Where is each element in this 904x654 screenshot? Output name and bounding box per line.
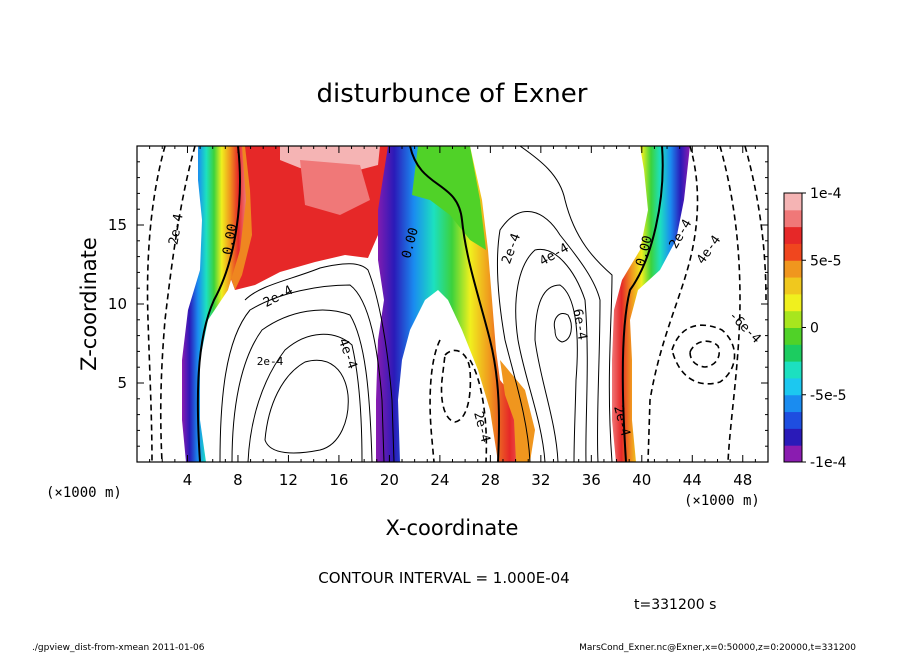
contour-pos-f (519, 146, 613, 462)
contour-neg-left-2 (146, 146, 166, 462)
contour-neg-right-5 (689, 340, 721, 368)
contour-interval-text: CONTOUR INTERVAL = 1.000E-04 (318, 569, 569, 587)
x-tick-label-5: 24 (430, 471, 449, 489)
chart-title: disturbunce of Exner (317, 79, 588, 109)
contour-pos-h (515, 248, 588, 462)
colorbar-segment-2 (784, 411, 802, 429)
contour-neg-right-4 (671, 324, 736, 385)
colorbar-segment-7 (784, 327, 802, 345)
colorbar-segment-4 (784, 377, 802, 396)
colorbar-tick-label-0: 1e-4 (810, 186, 842, 202)
x-axis: 4 8 12 16 20 24 28 32 36 40 44 48 (149, 146, 756, 489)
contour-pos-i (534, 284, 578, 462)
contour-pos-c (231, 309, 373, 462)
shade-band-2-greenfill (412, 146, 486, 250)
x-tick-label-1: 8 (233, 471, 243, 489)
contour-label-0-a: 0.00 (220, 223, 240, 256)
colorbar-segment-13 (784, 226, 802, 244)
contour-label-6e4: 6e-4 (569, 308, 589, 342)
shade-band-3 (612, 146, 690, 462)
x-unit-label-right: (×1000 m) (684, 493, 760, 509)
x-tick-label-7: 32 (531, 471, 550, 489)
contour-neg-mid-3 (440, 349, 472, 423)
y-axis-label: Z-coordinate (77, 237, 101, 371)
shade-pink-core-2 (300, 160, 370, 215)
x-tick-label-2: 12 (279, 471, 298, 489)
y-axis: 5 10 15 (108, 161, 768, 447)
contour-zero-1 (196, 146, 241, 462)
x-tick-label-11: 48 (733, 471, 752, 489)
plot-area: 0.00 0.00 0.00 2e-4 2e-4 2e-4 2e-4 2e-4 … (137, 146, 768, 462)
colorbar-segment-6 (784, 344, 802, 362)
contour-pos-e (264, 359, 349, 454)
colorbar-segment-0 (784, 445, 802, 463)
contour-neg-right-3 (744, 146, 767, 301)
colorbar-tick-label-1: 5e-5 (810, 253, 841, 269)
contour-zero-3 (621, 146, 664, 462)
x-unit-label-left: (×1000 m) (46, 485, 122, 501)
colorbar-segment-3 (784, 394, 802, 413)
colorbar-segment-8 (784, 310, 802, 328)
shade-band-2-orange (500, 360, 535, 462)
y-tick-label-2: 15 (108, 216, 127, 234)
colorbar-segment-9 (784, 293, 802, 312)
y-tick-label-1: 10 (108, 295, 127, 313)
contour-lines (196, 146, 664, 462)
contour-pos-b (219, 284, 385, 462)
colorbar: 1e-4 5e-5 0 -5e-5 -1e-4 (783, 186, 847, 471)
contour-pos-a (244, 263, 395, 462)
contour-pos-d (247, 333, 363, 462)
contour-neg-mid-2 (469, 359, 488, 462)
contour-label-2e4-g: 2e-4 (257, 355, 284, 368)
contour-pos-j (553, 313, 572, 343)
x-tick-label-6: 28 (481, 471, 500, 489)
footer-right: MarsCond_Exner.nc@Exner,x=0:50000,z=0:20… (579, 643, 856, 653)
x-axis-label: X-coordinate (386, 516, 519, 540)
contour-label-2e4-a: 2e-4 (166, 213, 186, 247)
contour-zero-2 (409, 146, 501, 462)
colorbar-segment-5 (784, 361, 802, 379)
colorbar-segment-1 (784, 428, 802, 446)
colorbar-segment-14 (784, 209, 802, 228)
x-tick-label-10: 44 (683, 471, 702, 489)
contour-pos-g (497, 211, 601, 462)
colorbar-tick-label-4: -1e-4 (810, 455, 847, 471)
footer-left: ./gpview_dist-from-xmean 2011-01-06 (32, 643, 205, 653)
colorbar-tick-label-2: 0 (810, 321, 819, 337)
colorbar-tick-label-3: -5e-5 (810, 388, 847, 404)
colorbar-segment-15 (784, 193, 802, 211)
shade-band-2 (376, 146, 528, 462)
contour-neg-right-2 (719, 146, 741, 462)
contour-neg-right-1 (647, 146, 699, 462)
colorbar-segment-12 (784, 243, 802, 261)
colorbar-segment-10 (784, 277, 802, 295)
time-text: t=331200 s (634, 597, 716, 613)
contour-lines-dashed (146, 146, 767, 462)
x-tick-label-0: 4 (183, 471, 193, 489)
x-tick-label-9: 40 (632, 471, 651, 489)
x-tick-label-4: 20 (380, 471, 399, 489)
y-tick-label-0: 5 (117, 374, 127, 392)
x-tick-label-3: 16 (329, 471, 348, 489)
x-tick-label-8: 36 (582, 471, 601, 489)
colorbar-segment-11 (784, 260, 802, 278)
